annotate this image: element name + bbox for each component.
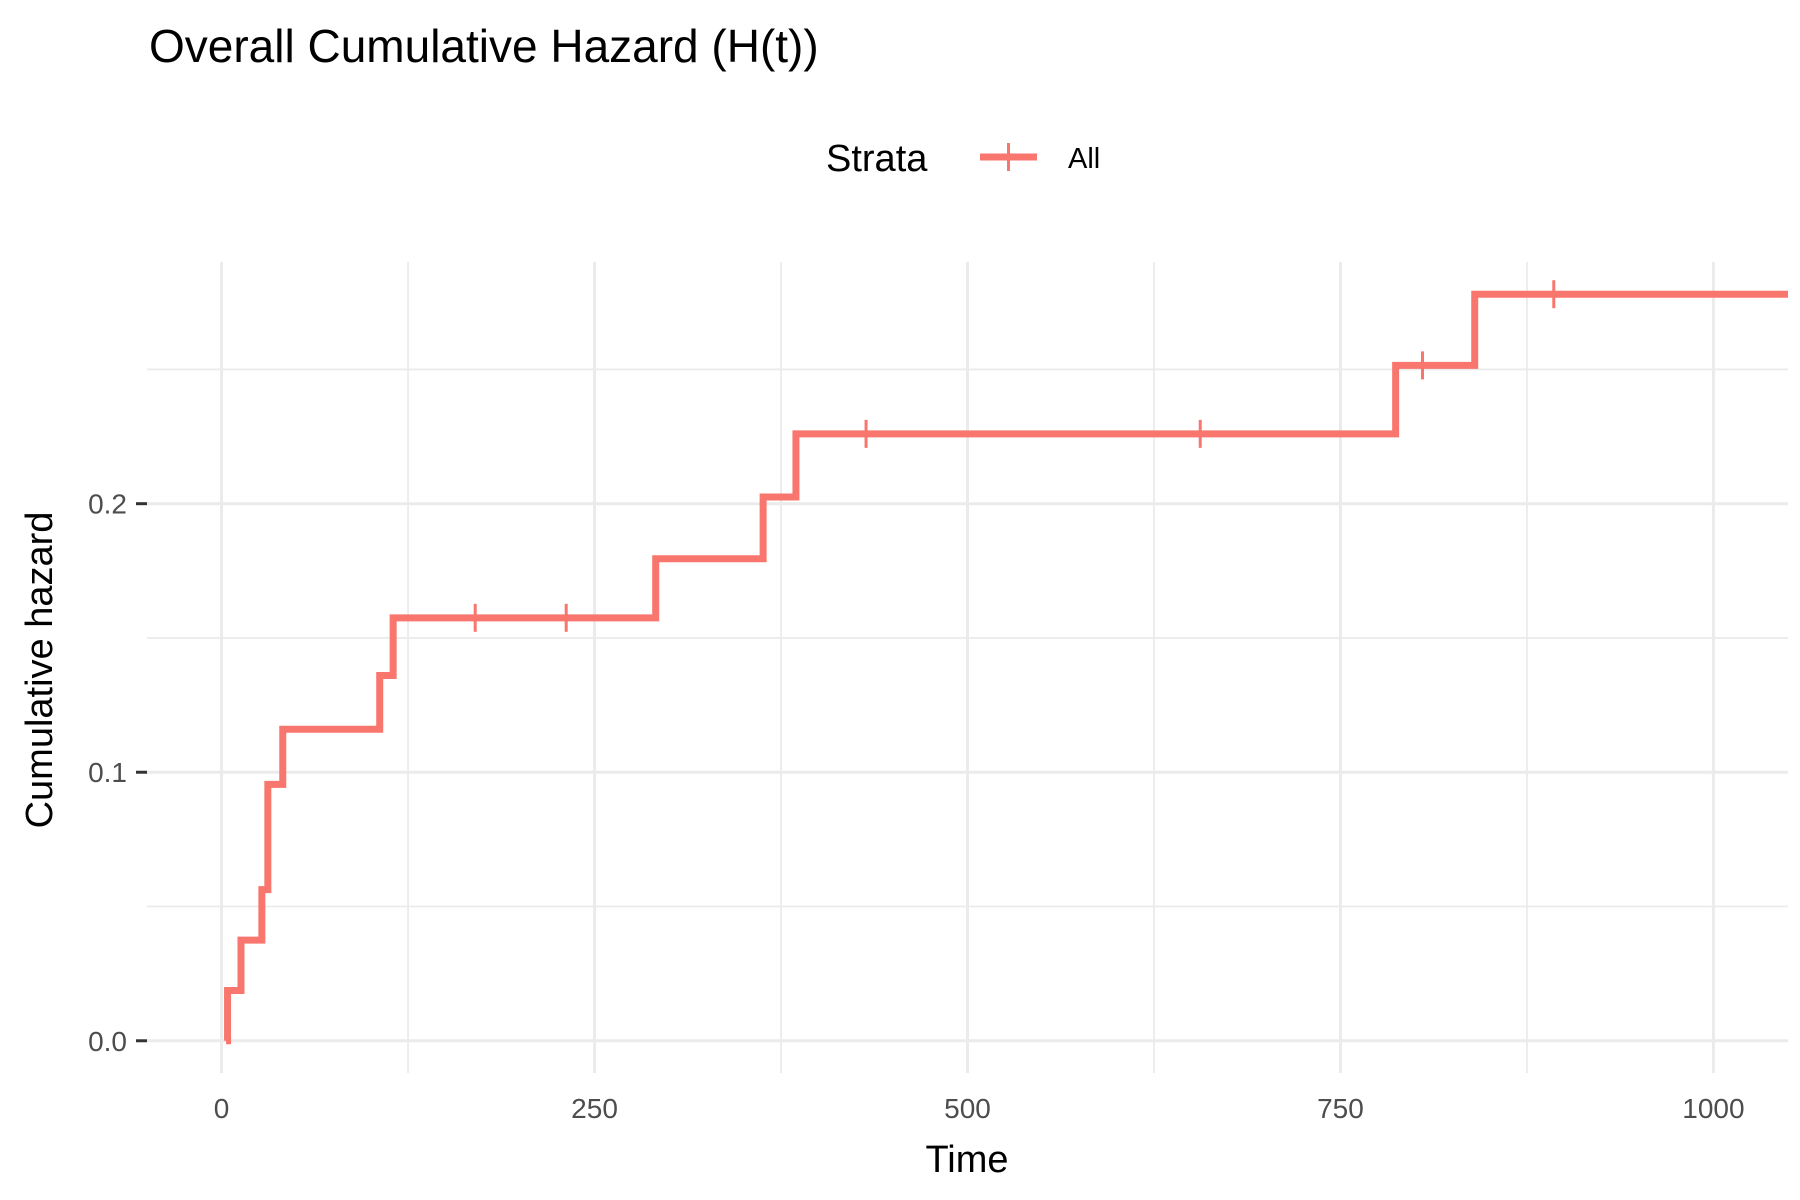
x-tick-label: 0: [214, 1093, 230, 1124]
y-tick-label: 0.1: [88, 757, 127, 788]
y-axis-title: Cumulative hazard: [19, 512, 61, 829]
x-tick-label: 1000: [1682, 1093, 1744, 1124]
y-tick-label: 0.2: [88, 489, 127, 520]
series-all: [224, 280, 1788, 1045]
x-tick-label: 500: [944, 1093, 991, 1124]
legend-label-all: All: [1068, 143, 1100, 175]
plot-grid: [147, 262, 1788, 1073]
x-tick-label: 750: [1317, 1093, 1364, 1124]
legend: Strata All: [826, 138, 1100, 180]
x-axis-title: Time: [925, 1139, 1008, 1181]
x-axis: 0 250 500 750 1000: [214, 1093, 1745, 1124]
legend-title: Strata: [826, 138, 928, 180]
legend-key-all: [980, 143, 1037, 171]
x-tick-label: 250: [571, 1093, 618, 1124]
chart-title: Overall Cumulative Hazard (H(t)): [149, 20, 819, 72]
y-tick-label: 0.0: [88, 1026, 127, 1057]
series-line-all: [224, 290, 1788, 1045]
y-axis: 0.0 0.1 0.2: [88, 489, 147, 1057]
